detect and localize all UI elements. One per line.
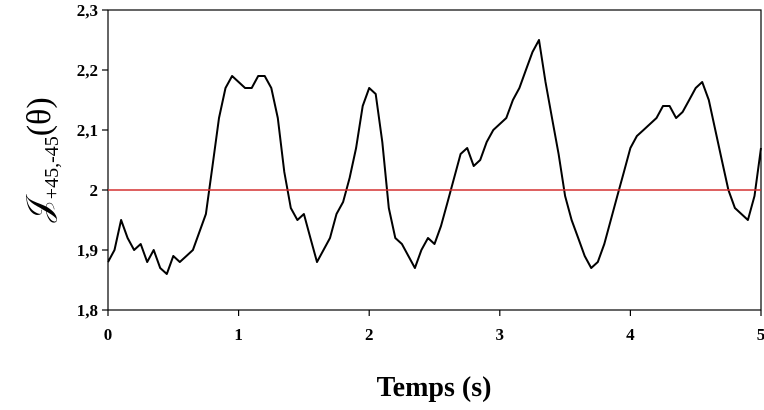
y-tick-label: 2,1 — [77, 121, 98, 140]
y-axis-title-subscript: +45,-45 — [41, 136, 63, 199]
y-tick-label: 2,3 — [77, 1, 98, 20]
y-axis-title-suffix: (θ) — [21, 97, 58, 136]
x-tick-label: 1 — [234, 325, 243, 344]
x-axis: 0 1 2 3 4 5 — [104, 310, 764, 344]
x-tick-label: 5 — [757, 325, 764, 344]
x-tick-label: 3 — [496, 325, 505, 344]
y-axis: 1,8 1,9 2 2,1 2,2 2,3 — [77, 1, 108, 320]
series-group — [107, 39, 762, 275]
x-tick-label: 2 — [365, 325, 374, 344]
x-tick-label: 0 — [104, 325, 113, 344]
x-axis-title: Temps (s) — [377, 372, 492, 403]
y-tick-label: 2 — [90, 181, 99, 200]
y-tick-label: 1,9 — [77, 241, 98, 260]
plot-area — [107, 9, 762, 311]
y-tick-label: 2,2 — [77, 61, 98, 80]
series-line — [107, 39, 762, 275]
y-tick-label: 1,8 — [77, 301, 98, 320]
y-axis-title: 𝒥+45,-45(θ) — [21, 97, 63, 222]
x-tick-label: 4 — [626, 325, 635, 344]
